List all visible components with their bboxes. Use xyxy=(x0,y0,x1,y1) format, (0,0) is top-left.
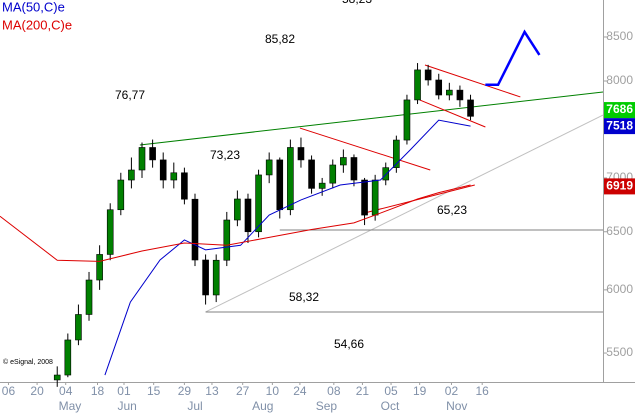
x-tick-label: 01 xyxy=(117,384,131,398)
annotation: 58,23 xyxy=(342,0,372,6)
month-label: Oct xyxy=(381,399,400,413)
y-tick-label: 8500 xyxy=(606,29,633,43)
candle-body xyxy=(149,147,156,161)
candle-body xyxy=(414,69,421,101)
x-tick-label: 04 xyxy=(59,384,73,398)
x-tick-label: 10 xyxy=(266,384,280,398)
candle-body xyxy=(244,198,252,233)
candle-body xyxy=(308,159,315,189)
month-label: Jul xyxy=(187,399,202,413)
annotation: 54,66 xyxy=(334,337,364,351)
candle-body xyxy=(138,147,146,171)
candle-body xyxy=(75,314,82,341)
month-label: Jun xyxy=(117,399,136,413)
candle-body xyxy=(403,99,411,141)
x-tick-label: 24 xyxy=(293,384,307,398)
candle-body xyxy=(456,89,464,101)
candle-body xyxy=(255,174,262,233)
candle-body xyxy=(446,89,453,96)
copyright: © eSignal, 2008 xyxy=(3,358,53,366)
trendline xyxy=(364,184,475,214)
x-tick-label: 20 xyxy=(30,384,44,398)
x-tick-label: 16 xyxy=(476,384,490,398)
x-tick-label: 06 xyxy=(2,384,16,398)
trendline xyxy=(424,64,521,98)
trendline xyxy=(419,99,486,128)
month-label: May xyxy=(59,399,82,413)
candle-body xyxy=(85,279,93,315)
candle-body xyxy=(170,172,178,181)
y-tick-label: 5500 xyxy=(606,345,633,359)
candle-body xyxy=(191,198,199,261)
price-box xyxy=(604,178,635,195)
legend-ma50: MA(50,C)e xyxy=(2,0,65,14)
y-tick-label: 6000 xyxy=(606,282,633,296)
last-price-box xyxy=(604,102,635,119)
x-tick-label: 02 xyxy=(445,384,459,398)
price-box-label: 6919 xyxy=(606,179,633,193)
candle-body xyxy=(393,139,400,168)
candle-body xyxy=(329,164,337,184)
candle-body xyxy=(297,147,305,161)
annotation: 65,23 xyxy=(437,203,467,217)
x-tick-label: 15 xyxy=(147,384,161,398)
candle-body xyxy=(159,159,167,181)
annotation: 73,23 xyxy=(210,148,240,162)
y-tick-label: 8000 xyxy=(606,73,633,87)
candle-body xyxy=(467,99,474,117)
candle-body xyxy=(53,374,61,381)
candle-body xyxy=(117,179,125,211)
candle-body xyxy=(234,198,241,221)
annotation: 76,77 xyxy=(115,88,145,102)
candle-body xyxy=(181,172,188,200)
x-tick-label: 27 xyxy=(236,384,250,398)
month-label: Nov xyxy=(446,399,467,413)
candle-body xyxy=(424,69,432,81)
candle-body xyxy=(371,179,379,216)
candle-body xyxy=(106,209,114,255)
price-box-label: 7518 xyxy=(606,118,633,132)
candle-body xyxy=(202,259,209,296)
x-tick-label: 29 xyxy=(178,384,192,398)
moving-average xyxy=(104,119,471,376)
y-tick-label: 6500 xyxy=(606,224,633,238)
trendline xyxy=(205,114,604,313)
candle-body xyxy=(340,157,347,166)
x-tick-label: 13 xyxy=(205,384,219,398)
annotation: 58,32 xyxy=(289,290,319,304)
candle-body xyxy=(287,147,294,211)
month-label: Aug xyxy=(252,399,273,413)
trendline xyxy=(139,91,604,146)
annotation: 85,82 xyxy=(265,32,295,46)
x-tick-label: 18 xyxy=(91,384,105,398)
candle-body xyxy=(64,339,72,376)
moving-average xyxy=(0,184,471,262)
last-price-label: 7686 xyxy=(606,102,633,116)
legend-ma200: MA(200,C)e xyxy=(2,17,72,32)
candle-body xyxy=(128,169,135,181)
x-tick-label: 21 xyxy=(356,384,370,398)
trendline xyxy=(299,127,431,171)
candle-body xyxy=(223,219,231,261)
price-box xyxy=(604,118,635,135)
x-tick-label: 05 xyxy=(384,384,398,398)
candle-body xyxy=(361,179,368,216)
candle-body xyxy=(318,182,326,189)
candle-body xyxy=(382,167,390,181)
candle-body xyxy=(350,157,358,181)
trendline xyxy=(485,29,541,87)
candle-body xyxy=(435,79,443,96)
candle-body xyxy=(96,254,103,281)
x-tick-label: 08 xyxy=(327,384,341,398)
candle-body xyxy=(276,159,284,211)
month-label: Sep xyxy=(316,399,338,413)
x-tick-label: 19 xyxy=(413,384,427,398)
candle-body xyxy=(212,259,220,296)
candle-body xyxy=(265,159,273,176)
